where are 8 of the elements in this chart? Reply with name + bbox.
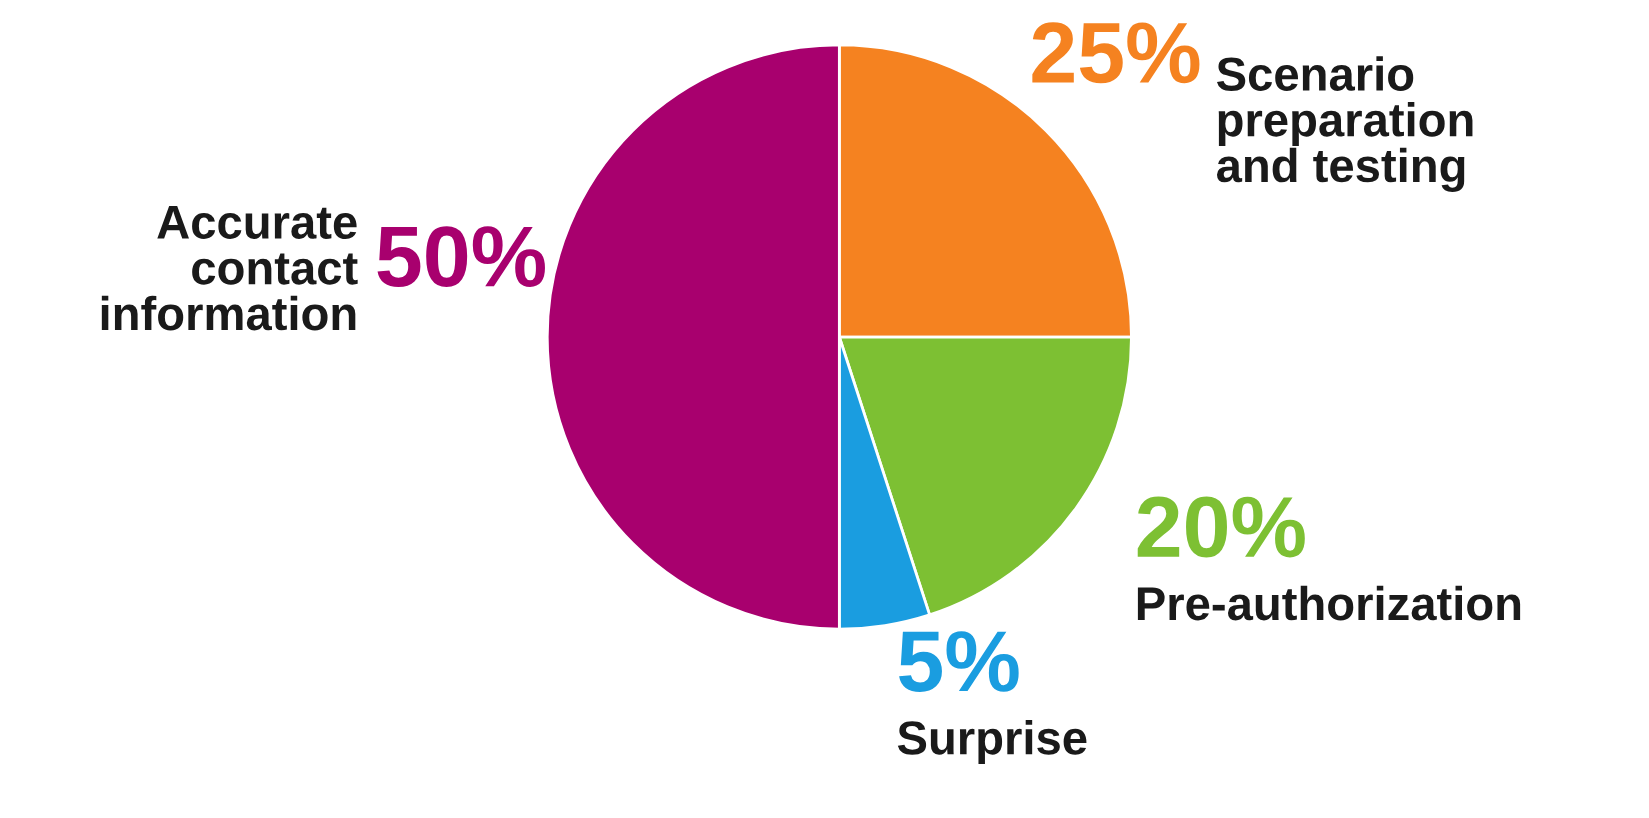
data-label: 50%	[377, 226, 545, 288]
data-label: 20%	[1137, 496, 1305, 558]
data-label: 25%	[1032, 22, 1200, 84]
slice-label: Accurate contact information	[101, 206, 358, 331]
slice-label: Pre-authorization	[1137, 585, 1521, 621]
data-label: 5%	[899, 631, 1019, 692]
slice-label: Scenario preparation and testing	[1216, 56, 1473, 192]
slice-label: Surprise	[897, 720, 1087, 765]
